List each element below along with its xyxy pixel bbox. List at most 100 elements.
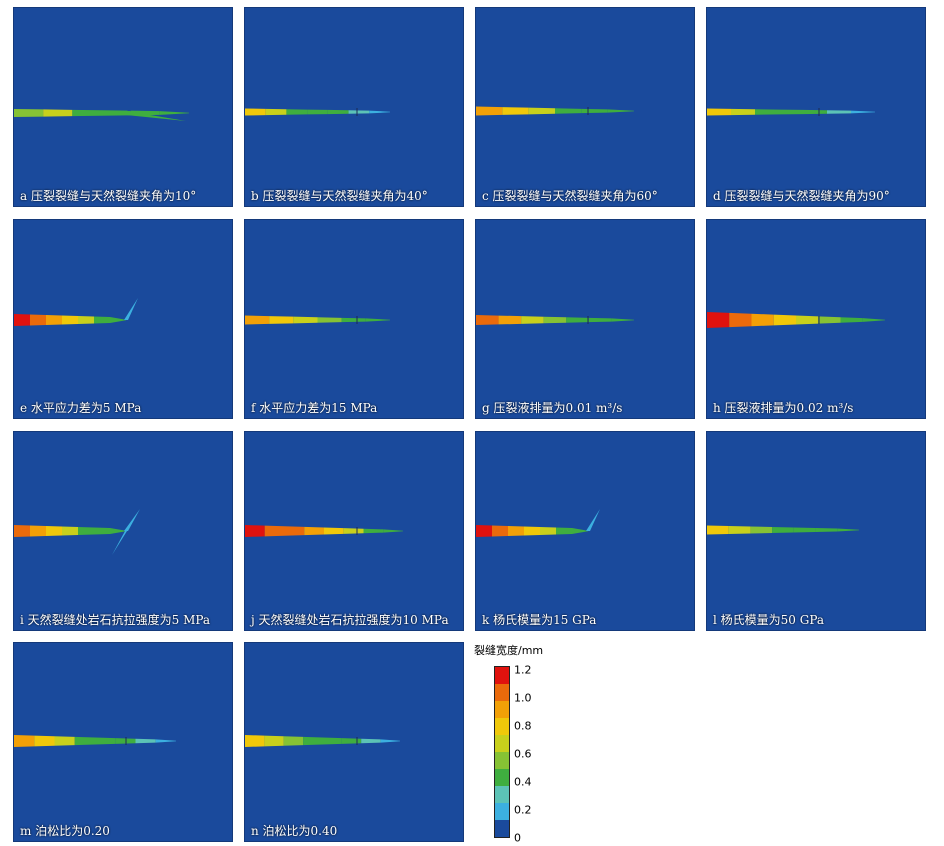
- fracture-segment: [264, 735, 284, 747]
- fracture-segment: [101, 110, 131, 116]
- panel-caption: n 泊松比为0.40: [251, 824, 338, 838]
- fracture-segment: [476, 525, 492, 537]
- panel-a: a 压裂裂缝与天然裂缝夹角为10°: [13, 7, 233, 207]
- panel-b: b 压裂裂缝与天然裂缝夹角为40°: [244, 7, 464, 207]
- fracture-segment: [498, 315, 522, 325]
- panel-caption: g 压裂液排量为0.01 m³/s: [482, 401, 623, 415]
- panel-caption: c 压裂裂缝与天然裂缝夹角为60°: [482, 189, 658, 203]
- fracture-segment: [46, 526, 62, 536]
- fracture-segment: [348, 110, 370, 114]
- fracture-segment: [508, 526, 524, 536]
- fracture-segment: [43, 109, 73, 117]
- fracture-segment: [135, 738, 156, 744]
- fracture-width-plot: [245, 108, 390, 116]
- fracture-segment: [54, 736, 75, 746]
- fracture-segment: [543, 316, 567, 324]
- fracture-segment: [245, 108, 266, 116]
- panel-caption: e 水平应力差为5 MPa: [20, 401, 142, 415]
- fracture-segment: [796, 315, 819, 325]
- branch-fracture-down: [112, 531, 127, 555]
- fracture-segment: [581, 108, 608, 114]
- fracture-width-plot: [476, 106, 634, 116]
- fracture-segment: [46, 315, 62, 325]
- fracture-segment: [245, 525, 265, 537]
- fracture-segment: [556, 527, 572, 535]
- fracture-segment: [773, 314, 796, 326]
- panel-m: m 泊松比为0.20: [13, 642, 233, 842]
- fracture-segment: [74, 736, 95, 746]
- panel-i: i 天然裂缝处岩石抗拉强度为5 MPa: [13, 431, 233, 631]
- fracture-segment: [264, 525, 285, 537]
- legend-tick-label: 0.2: [514, 803, 532, 817]
- panel-caption: m 泊松比为0.20: [20, 824, 110, 838]
- fracture-width-plot: [707, 312, 885, 328]
- fracture-segment: [286, 109, 308, 115]
- fracture-segment: [14, 109, 44, 117]
- fracture-segment: [827, 110, 851, 114]
- fracture-segment: [62, 315, 78, 325]
- fracture-width-plot: [245, 315, 390, 325]
- fracture-width-plot: [245, 525, 403, 537]
- panel-j: j 天然裂缝处岩石抗拉强度为10 MPa: [244, 431, 464, 631]
- panel-k: k 杨氏模量为15 GPa: [475, 431, 695, 631]
- fracture-segment: [862, 318, 885, 322]
- fracture-segment: [269, 316, 294, 324]
- panel-caption: b 压裂裂缝与天然裂缝夹角为40°: [251, 189, 428, 203]
- panel-f: f 水平应力差为15 MPa: [244, 219, 464, 419]
- legend-tick-label: 0.6: [514, 747, 532, 761]
- fracture-segment: [572, 528, 588, 534]
- fracture-segment: [751, 313, 774, 327]
- legend-tick-label: 1.2: [514, 663, 532, 677]
- fracture-segment: [837, 528, 859, 532]
- legend-title: 裂缝宽度/mm: [474, 644, 544, 657]
- fracture-segment: [341, 317, 366, 323]
- fracture-segment: [327, 109, 349, 115]
- fracture-segment: [78, 527, 94, 535]
- fracture-width-plot: [245, 735, 400, 747]
- legend-tick-label: 1.0: [514, 691, 532, 705]
- fracture-segment: [750, 526, 773, 534]
- fracture-segment: [772, 527, 794, 533]
- panel-g: g 压裂液排量为0.01 m³/s: [475, 219, 695, 419]
- legend-tick-label: 0.4: [514, 775, 532, 789]
- branch-fracture-up: [124, 298, 138, 320]
- fracture-segment: [611, 318, 634, 322]
- fracture-segment: [303, 736, 323, 746]
- panel-caption: i 天然裂缝处岩石抗拉强度为5 MPa: [20, 613, 211, 627]
- fracture-segment: [524, 526, 540, 536]
- fracture-segment: [815, 528, 838, 532]
- fracture-width-plot: [707, 108, 875, 116]
- fracture-segment: [322, 737, 342, 745]
- fracture-segment: [607, 109, 634, 113]
- fracture-segment: [94, 316, 110, 324]
- fracture-segment: [555, 108, 582, 114]
- branch-fracture: [126, 111, 186, 121]
- fracture-segment: [361, 738, 381, 744]
- fracture-segment: [62, 526, 78, 536]
- fracture-segment: [779, 109, 803, 115]
- fracture-segment: [245, 735, 265, 747]
- fracture-width-plot: [14, 298, 138, 326]
- fracture-segment: [707, 108, 731, 116]
- panel-e: e 水平应力差为5 MPa: [13, 219, 233, 419]
- fracture-width-plot: [707, 525, 859, 535]
- panel-caption: f 水平应力差为15 MPa: [251, 401, 378, 415]
- fracture-segment: [851, 110, 875, 114]
- fracture-segment: [265, 108, 287, 116]
- fracture-segment: [95, 737, 116, 745]
- fracture-segment: [365, 318, 390, 322]
- fracture-segment: [159, 111, 189, 115]
- panel-l: l 杨氏模量为50 GPa: [706, 431, 926, 631]
- fracture-segment: [72, 109, 102, 117]
- panel-caption: h 压裂液排量为0.02 m³/s: [713, 401, 854, 415]
- fracture-segment: [476, 106, 503, 116]
- legend-tick-label: 0.8: [514, 719, 532, 733]
- fracture-segment: [755, 109, 779, 115]
- fracture-segment: [818, 316, 841, 324]
- fracture-segment: [30, 314, 46, 326]
- branch-fracture-up: [586, 509, 600, 531]
- fracture-segment: [502, 107, 529, 115]
- fracture-segment: [363, 528, 384, 534]
- fracture-segment: [14, 735, 35, 747]
- fracture-segment: [245, 315, 270, 325]
